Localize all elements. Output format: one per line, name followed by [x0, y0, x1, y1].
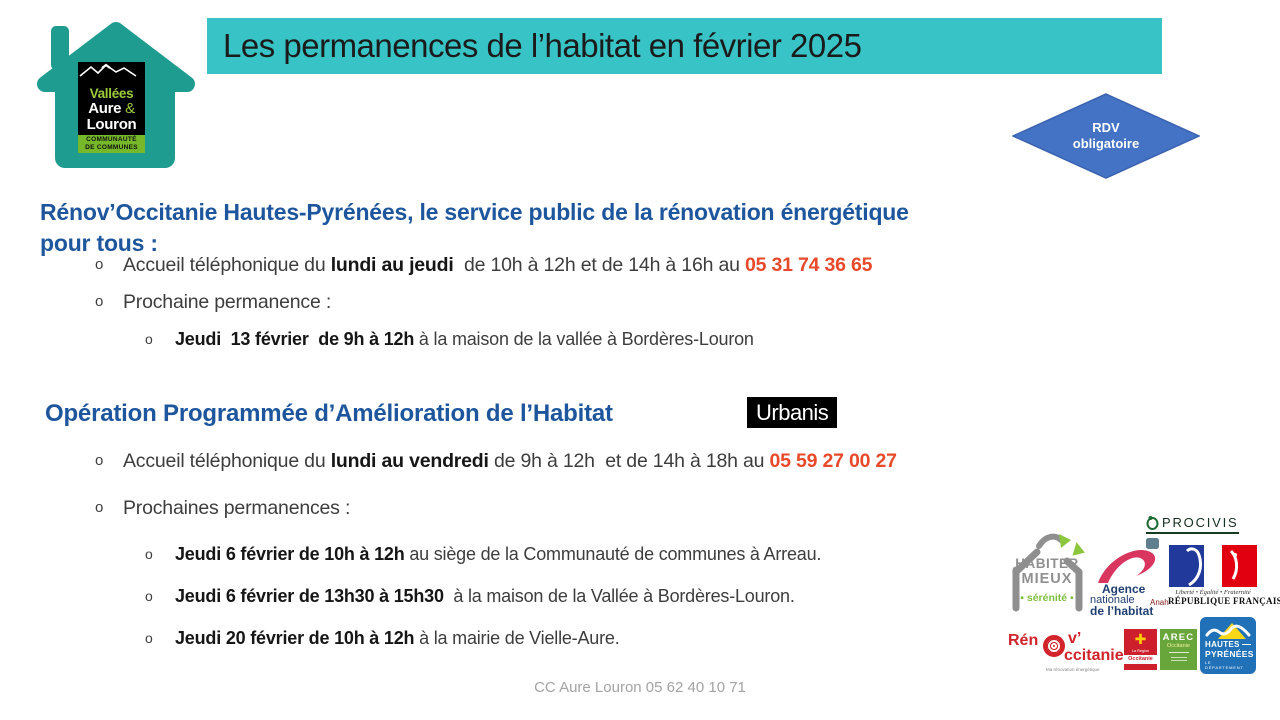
bullet-text: Accueil téléphonique du lundi au vendred…	[123, 450, 897, 472]
cc-strip-line2: DE COMMUNES	[85, 144, 138, 151]
procivis-icon	[1146, 516, 1159, 530]
bullet-marker: o	[95, 293, 104, 310]
bullet-marker: o	[95, 256, 104, 273]
section1-heading-line2: pour tous :	[40, 230, 158, 256]
bullet-marker: o	[95, 499, 104, 516]
rdv-badge-text: RDV obligatoire	[1012, 93, 1200, 179]
section1-heading: Rénov’Occitanie Hautes-Pyrénées, le serv…	[40, 197, 1120, 259]
hp-mountains-icon	[1205, 623, 1251, 639]
hp-line1-row: HAUTES	[1205, 640, 1251, 649]
footer-text: CC Aure Louron 05 62 40 10 71	[534, 679, 746, 696]
partner-logos: PROCIVIS HABITER MIEUX ▪ sérénité ▪	[1000, 510, 1280, 680]
rf-marianne-icon	[1185, 547, 1239, 587]
list-item: o Prochaines permanences :	[95, 496, 350, 520]
rf-flag-red	[1222, 545, 1257, 587]
urbanis-logo: Urbanis	[747, 397, 838, 428]
section1-heading-line1: Rénov’Occitanie Hautes-Pyrénées, le serv…	[40, 199, 909, 225]
habiter-mieux-logo: HABITER MIEUX ▪ sérénité ▪	[1003, 526, 1095, 622]
arec-name: AREC	[1162, 632, 1195, 643]
list-item: o Jeudi 20 février de 10h à 12h à la mai…	[145, 626, 620, 650]
anah-ribbon-icon	[1098, 538, 1159, 583]
bullet-text: Accueil téléphonique du lundi au jeudi d…	[123, 254, 873, 276]
arec-small-text	[1170, 659, 1187, 661]
bullet-marker: o	[145, 630, 153, 646]
habiter-mieux-house-icon	[1012, 533, 1085, 612]
procivis-name: PROCIVIS	[1162, 515, 1239, 530]
anah-line3: de l’habitat	[1090, 604, 1154, 618]
renov-occitanie-logo: Rén v’ ccitanie Ma rénovation énergétiqu…	[1008, 628, 1126, 676]
anah-logo: Agence nationale de l’habitat Anah	[1088, 538, 1172, 624]
anah-abbr: Anah	[1150, 598, 1169, 607]
bullet-text: Prochaines permanences :	[123, 497, 351, 519]
list-item: o Jeudi 6 février de 13h30 à 15h30 à la …	[145, 584, 795, 608]
habiter-mieux-line2: MIEUX	[1021, 571, 1073, 587]
bullet-marker: o	[145, 588, 153, 604]
cc-strip-line1: COMMUNAUTÉ	[86, 136, 137, 143]
arec-divider	[1168, 652, 1189, 653]
renov-part1: Rén	[1008, 632, 1039, 649]
hp-tagline: LE DÉPARTEMENT	[1205, 660, 1244, 670]
cc-logo-label: Vallées Aure & Louron	[78, 62, 145, 135]
rdv-badge-line1: RDV	[1092, 120, 1120, 135]
arec-logo: AREC Occitanie	[1160, 629, 1197, 670]
title-banner: Les permanences de l’habitat en février …	[207, 18, 1162, 74]
anah-text: Agence nationale de l’habitat	[1088, 582, 1154, 618]
list-item: o Jeudi 6 février de 10h à 12h au siège …	[145, 542, 821, 566]
cc-logo-strip: COMMUNAUTÉ DE COMMUNES	[78, 135, 145, 153]
region-line1: La Région	[1131, 649, 1150, 653]
renov-part3: ccitanie	[1064, 647, 1124, 664]
cc-aure-louron-logo: Vallées Aure & Louron COMMUNAUTÉ DE COMM…	[33, 14, 199, 172]
renov-tagline: Ma rénovation énergétique	[1046, 667, 1100, 672]
cc-logo-ampersand: &	[125, 100, 135, 117]
list-item: o Accueil téléphonique du lundi au vendr…	[95, 449, 897, 473]
list-item: o Accueil téléphonique du lundi au jeudi…	[95, 253, 872, 277]
cc-logo-line3: Louron	[86, 116, 137, 133]
bullet-text: Jeudi 13 février de 9h à 12h à la maison…	[175, 329, 754, 349]
occitan-cross-icon: ✚	[1134, 631, 1147, 647]
republique-francaise-logo: Liberté • Égalité • Fraternité RÉPUBLIQU…	[1168, 545, 1280, 606]
rf-motto: Liberté • Égalité • Fraternité	[1175, 589, 1251, 596]
procivis-logo: PROCIVIS	[1146, 515, 1239, 534]
bullet-text: Jeudi 6 février de 13h30 à 15h30 à la ma…	[175, 586, 795, 606]
hautes-pyrenees-logo: HAUTES PYRÉNÉES LE DÉPARTEMENT	[1200, 617, 1256, 674]
region-line2: Occitanie	[1124, 655, 1157, 664]
cc-logo-line2: Aure &	[88, 100, 135, 117]
region-occitanie-logo: ✚ La Région Occitanie	[1124, 629, 1157, 670]
renov-part2: v’	[1068, 630, 1082, 647]
bullet-text: Jeudi 20 février de 10h à 12h à la mairi…	[175, 628, 620, 648]
rf-name: RÉPUBLIQUE FRANÇAISE	[1168, 596, 1280, 606]
habiter-mieux-tagline: ▪ sérénité ▪	[1020, 592, 1074, 604]
bullet-marker: o	[145, 331, 153, 347]
section2-heading: Opération Programmée d’Amélioration de l…	[45, 400, 613, 427]
hp-dash	[1241, 643, 1251, 646]
rdv-badge-line2: obligatoire	[1072, 136, 1140, 151]
bullet-text: Jeudi 6 février de 10h à 12h au siège de…	[175, 544, 822, 564]
list-item: o Jeudi 13 février de 9h à 12h à la mais…	[145, 327, 754, 351]
hp-line1: HAUTES	[1205, 640, 1240, 649]
bullet-marker: o	[95, 452, 104, 469]
renov-o-icon	[1043, 635, 1065, 657]
arec-small-text	[1170, 656, 1187, 658]
anah-line1: Agence	[1102, 582, 1146, 596]
rf-flag-icon	[1169, 545, 1257, 587]
bullet-text: Prochaine permanence :	[123, 291, 332, 313]
hp-line2: PYRÉNÉES	[1205, 649, 1254, 659]
bullet-marker: o	[145, 546, 153, 562]
diamond-icon	[1012, 93, 1200, 179]
mountains-icon	[79, 63, 137, 77]
habiter-mieux-line1: HABITER	[1015, 556, 1079, 571]
list-item: o Prochaine permanence :	[95, 290, 331, 314]
anah-line2: nationale	[1090, 594, 1135, 606]
cc-logo-line1: Vallées	[89, 86, 134, 101]
rdv-badge: RDV obligatoire	[1012, 93, 1200, 179]
page-title: Les permanences de l’habitat en février …	[223, 27, 862, 64]
arec-region: Occitanie	[1167, 643, 1190, 649]
